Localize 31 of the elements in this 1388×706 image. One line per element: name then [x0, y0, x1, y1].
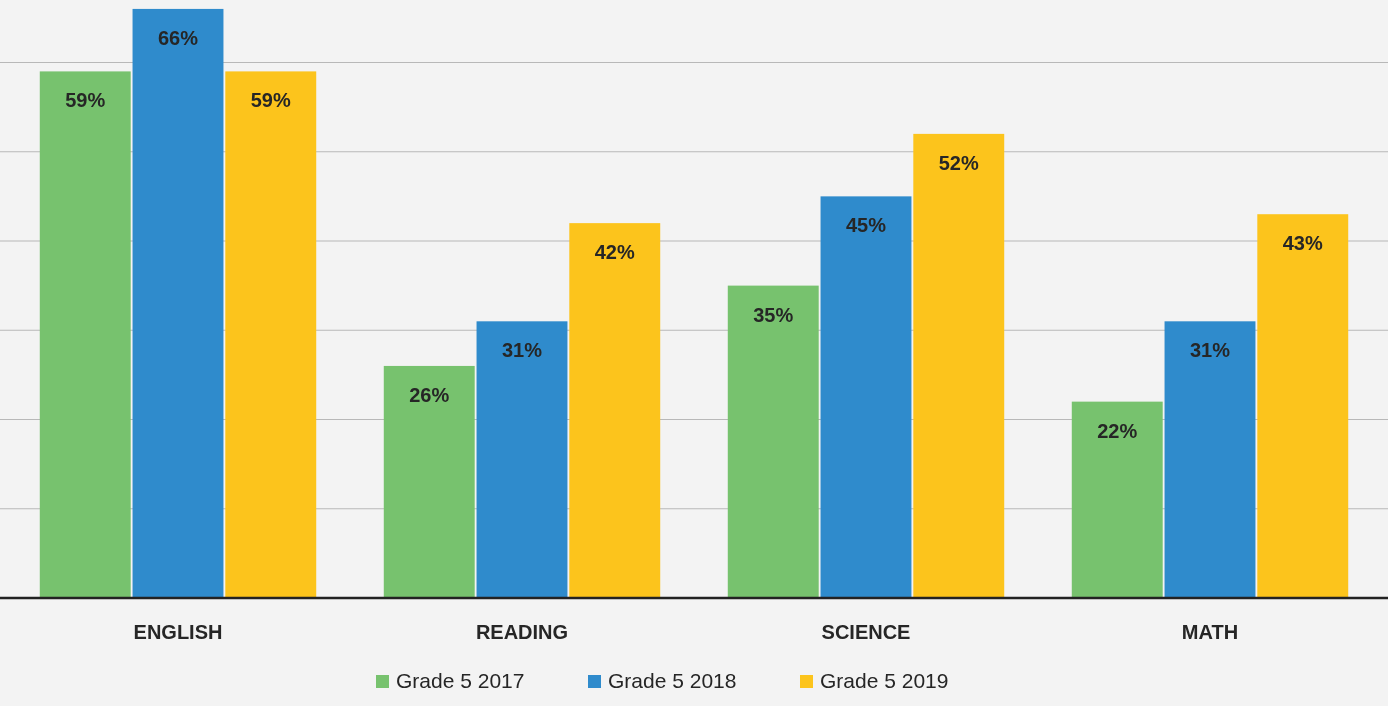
- bar: [132, 8, 224, 598]
- bar: [1071, 401, 1163, 598]
- bar: [39, 71, 131, 598]
- bar: [1257, 214, 1349, 598]
- data-label: 66%: [157, 26, 199, 49]
- data-label: 22%: [1097, 419, 1138, 442]
- x-tick-label: READING: [475, 621, 569, 643]
- data-label: 45%: [845, 214, 887, 237]
- bar: [913, 133, 1005, 598]
- bar: [727, 285, 819, 598]
- bar: [225, 71, 317, 598]
- data-label: 35%: [753, 303, 794, 326]
- bar: [820, 196, 912, 598]
- legend-label: Grade 5 2018: [608, 669, 737, 692]
- data-label: 59%: [250, 89, 291, 112]
- bar: [569, 223, 661, 598]
- bar: [476, 321, 568, 598]
- x-tick-label: MATH: [1181, 621, 1239, 643]
- legend-label: Grade 5 2017: [396, 669, 525, 692]
- data-label: 59%: [65, 89, 106, 112]
- data-label: 26%: [409, 383, 450, 406]
- data-label: 31%: [501, 339, 543, 362]
- data-label: 43%: [1282, 232, 1323, 255]
- data-label: 52%: [938, 151, 979, 174]
- legend-label: Grade 5 2019: [820, 669, 949, 692]
- bar: [383, 365, 475, 598]
- data-label: 42%: [594, 241, 635, 264]
- x-tick-label: SCIENCE: [821, 621, 911, 643]
- x-tick-label: ENGLISH: [133, 621, 223, 643]
- bar: [1164, 321, 1256, 598]
- data-label: 31%: [1189, 339, 1231, 362]
